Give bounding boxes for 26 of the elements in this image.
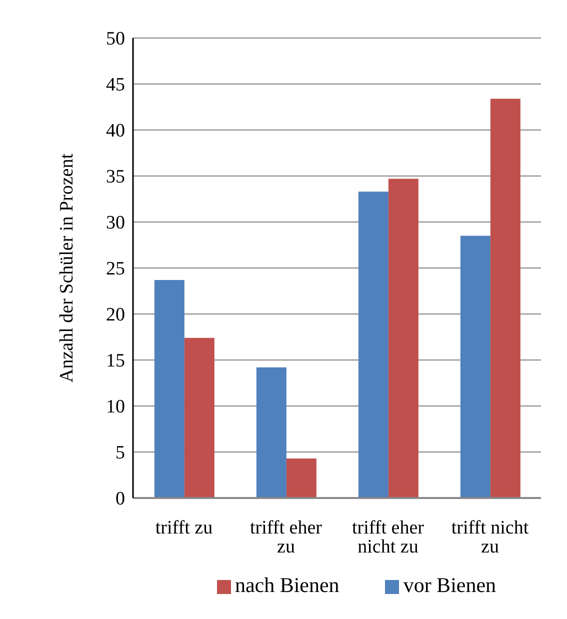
y-tick-label: 15	[106, 350, 125, 372]
bar	[358, 192, 388, 498]
y-tick-label: 20	[106, 304, 125, 326]
bar	[388, 178, 418, 498]
y-tick-label: 45	[106, 74, 125, 96]
y-tick-label: 40	[106, 120, 125, 142]
legend-label: nach Bienen	[234, 573, 340, 597]
x-tick-label: trifft eher zu	[250, 517, 323, 558]
y-tick-label: 50	[106, 28, 125, 50]
bar	[490, 98, 520, 498]
y-tick-label: 35	[106, 166, 125, 188]
bar	[286, 458, 316, 498]
bar	[154, 280, 184, 498]
y-tick-label: 30	[106, 212, 125, 234]
bar	[184, 338, 214, 498]
bar	[256, 367, 286, 498]
y-axis-title: Anzahl der Schüler in Prozent	[56, 152, 78, 382]
bar	[460, 236, 490, 498]
y-tick-label: 25	[106, 258, 125, 280]
legend-label: vor Bienen	[403, 573, 496, 597]
y-tick-label: 10	[106, 396, 125, 418]
y-tick-label: 0	[116, 488, 125, 510]
y-tick-label: 5	[116, 442, 125, 464]
x-tick-label: trifft nicht zu	[451, 517, 530, 558]
x-tick-label: trifft eher nicht zu	[352, 517, 425, 558]
x-tick-label: trifft zu	[155, 517, 214, 538]
